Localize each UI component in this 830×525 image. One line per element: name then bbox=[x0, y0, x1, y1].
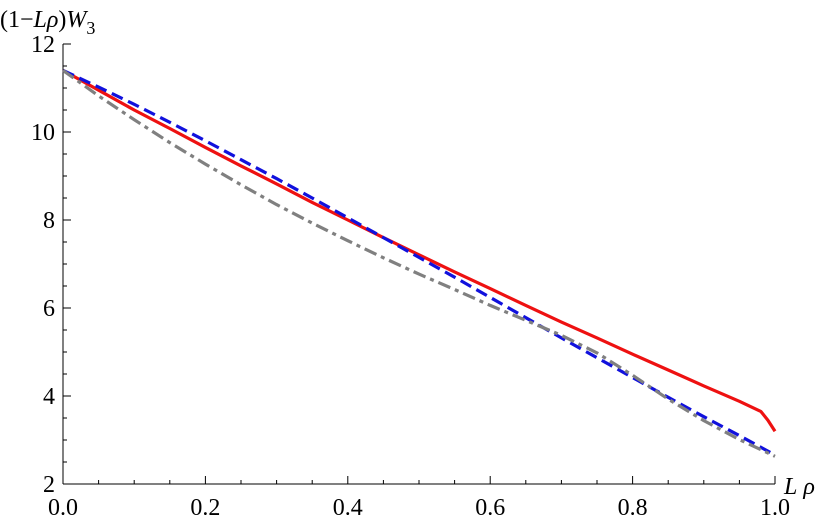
x-axis-title-part: L bbox=[783, 474, 797, 500]
series-line-1 bbox=[62, 69, 777, 433]
axes bbox=[62, 44, 775, 485]
tick-marks bbox=[62, 43, 776, 485]
y-axis-title-part: ρ bbox=[46, 7, 59, 33]
series-layer bbox=[62, 68, 777, 458]
x-tick-label: 0.0 bbox=[48, 495, 78, 521]
y-axis-title-subscript: 3 bbox=[86, 18, 95, 38]
y-axis-title-part: W bbox=[66, 7, 88, 33]
y-tick-label: 8 bbox=[43, 208, 55, 234]
y-axis-title-part: ) bbox=[58, 7, 66, 33]
x-tick-label: 0.4 bbox=[333, 495, 363, 521]
y-tick-label: 12 bbox=[31, 32, 55, 58]
y-tick-label: 10 bbox=[31, 120, 55, 146]
x-tick-label: 0.2 bbox=[190, 495, 220, 521]
x-tick-label: 0.8 bbox=[618, 495, 648, 521]
x-axis-title-part: ρ bbox=[802, 474, 815, 500]
x-tick-label: 0.6 bbox=[475, 495, 505, 521]
y-tick-label: 6 bbox=[43, 296, 55, 322]
y-axis-title-part: L bbox=[33, 7, 47, 33]
y-tick-label: 2 bbox=[43, 472, 55, 498]
x-axis-title: L ρ bbox=[783, 474, 815, 500]
tick-labels: 0.0 0.2 0.4 0.6 0.8 1.0 2 4 6 8 10 12 bbox=[31, 32, 790, 521]
y-axis-title: (1−Lρ)W3 bbox=[0, 7, 95, 38]
series-line-3 bbox=[62, 69, 776, 458]
x-tick-label: 1.0 bbox=[760, 495, 790, 521]
y-axis-title-part: (1− bbox=[0, 7, 34, 33]
y-tick-label: 4 bbox=[43, 384, 55, 410]
